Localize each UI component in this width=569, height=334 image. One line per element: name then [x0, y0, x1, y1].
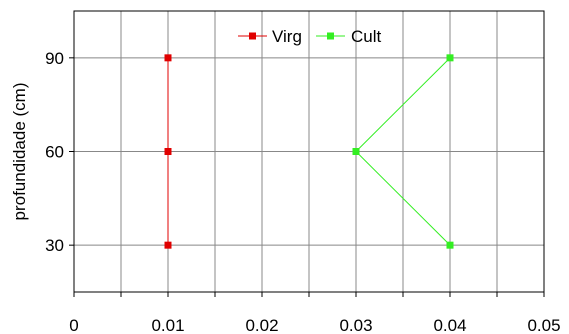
data-point-marker: [352, 148, 360, 155]
y-tick-label: 90: [45, 49, 64, 68]
series-cult: [352, 54, 454, 249]
x-tick-labels: 0 0.01 0.02 0.03 0.04 0.05: [69, 316, 560, 334]
legend-item-cult: Cult: [316, 27, 382, 46]
series-virg: [164, 54, 172, 249]
data-point-marker: [164, 241, 172, 249]
legend-swatch-marker: [327, 32, 334, 40]
data-point-marker: [164, 54, 172, 62]
legend-swatch-marker: [249, 32, 256, 40]
y-axis-label: profundidade (cm): [10, 83, 29, 221]
x-tick-label: 0: [69, 316, 78, 334]
y-tick-label: 60: [45, 143, 64, 162]
data-series: [164, 54, 454, 249]
legend-label: Cult: [351, 27, 382, 46]
x-tick-label: 0.04: [433, 316, 466, 334]
legend-item-virg: Virg: [238, 27, 302, 46]
legend-label: Virg: [272, 27, 302, 46]
x-tick-label: 0.01: [151, 316, 184, 334]
y-tick-label: 30: [45, 236, 64, 255]
x-tick-label: 0.02: [245, 316, 278, 334]
axis-ticks: [69, 57, 545, 297]
legend: Virg Cult: [238, 27, 382, 46]
data-point-marker: [164, 148, 172, 155]
x-tick-label: 0.05: [527, 316, 560, 334]
x-tick-label: 0.03: [339, 316, 372, 334]
y-tick-labels: 30 60 90: [45, 49, 64, 255]
data-point-marker: [446, 241, 454, 249]
data-point-marker: [446, 54, 454, 62]
grid-lines: [74, 11, 544, 292]
